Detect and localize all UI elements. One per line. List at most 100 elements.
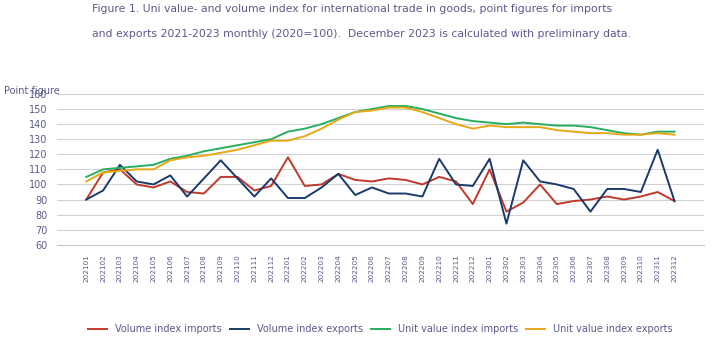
- Volume index imports: [519, 201, 528, 205]
- Unit value index imports: [183, 154, 191, 158]
- Unit value index imports: [469, 119, 477, 123]
- Volume index imports: [301, 184, 309, 188]
- Volume index exports: [519, 158, 528, 162]
- Volume index imports: [183, 190, 191, 194]
- Volume index imports: [351, 178, 360, 182]
- Unit value index exports: [552, 128, 561, 132]
- Volume index exports: [552, 182, 561, 186]
- Unit value index imports: [317, 122, 326, 126]
- Legend: Volume index imports, Volume index exports, Unit value index imports, Unit value: Volume index imports, Volume index expor…: [84, 320, 677, 338]
- Line: Unit value index imports: Unit value index imports: [86, 106, 675, 177]
- Unit value index exports: [586, 131, 594, 135]
- Unit value index imports: [233, 143, 242, 147]
- Volume index exports: [149, 182, 158, 186]
- Unit value index exports: [317, 126, 326, 131]
- Unit value index imports: [435, 111, 444, 116]
- Text: Figure 1. Uni value- and volume index for international trade in goods, point fi: Figure 1. Uni value- and volume index fo…: [92, 4, 613, 14]
- Unit value index exports: [570, 130, 578, 134]
- Unit value index imports: [536, 122, 545, 126]
- Volume index imports: [317, 182, 326, 186]
- Unit value index exports: [183, 155, 191, 159]
- Volume index imports: [586, 197, 594, 202]
- Unit value index imports: [99, 167, 107, 171]
- Unit value index exports: [166, 158, 175, 162]
- Unit value index imports: [116, 166, 124, 170]
- Volume index exports: [401, 192, 410, 196]
- Unit value index imports: [267, 137, 275, 141]
- Volume index imports: [502, 210, 510, 214]
- Unit value index exports: [99, 170, 107, 175]
- Volume index exports: [99, 188, 107, 193]
- Unit value index imports: [301, 126, 309, 131]
- Volume index exports: [385, 192, 393, 196]
- Volume index imports: [99, 170, 107, 175]
- Unit value index exports: [368, 108, 376, 113]
- Unit value index exports: [284, 139, 292, 143]
- Volume index imports: [418, 182, 427, 186]
- Volume index exports: [368, 185, 376, 190]
- Volume index imports: [670, 199, 679, 203]
- Volume index exports: [317, 185, 326, 190]
- Volume index imports: [132, 182, 141, 186]
- Volume index imports: [233, 175, 242, 179]
- Unit value index exports: [653, 131, 662, 135]
- Volume index imports: [653, 190, 662, 194]
- Volume index exports: [284, 196, 292, 200]
- Unit value index exports: [486, 123, 494, 128]
- Volume index exports: [183, 194, 191, 199]
- Volume index imports: [385, 176, 393, 181]
- Volume index imports: [284, 155, 292, 159]
- Unit value index imports: [166, 157, 175, 161]
- Volume index imports: [116, 167, 124, 171]
- Unit value index imports: [670, 130, 679, 134]
- Unit value index imports: [82, 175, 90, 179]
- Unit value index imports: [216, 146, 225, 150]
- Unit value index exports: [233, 148, 242, 152]
- Unit value index exports: [451, 122, 460, 126]
- Volume index exports: [636, 190, 645, 194]
- Unit value index exports: [401, 105, 410, 110]
- Unit value index imports: [418, 107, 427, 111]
- Volume index imports: [570, 199, 578, 203]
- Volume index exports: [418, 194, 427, 199]
- Unit value index exports: [301, 134, 309, 138]
- Volume index imports: [82, 197, 90, 202]
- Volume index imports: [603, 194, 611, 199]
- Unit value index imports: [368, 107, 376, 111]
- Text: and exports 2021-2023 monthly (2020=100).  December 2023 is calculated with prel: and exports 2021-2023 monthly (2020=100)…: [92, 29, 631, 39]
- Unit value index exports: [519, 125, 528, 129]
- Volume index imports: [368, 179, 376, 184]
- Volume index exports: [670, 199, 679, 203]
- Unit value index imports: [620, 131, 629, 135]
- Unit value index imports: [385, 104, 393, 108]
- Volume index imports: [149, 185, 158, 190]
- Volume index exports: [502, 221, 510, 226]
- Unit value index imports: [351, 110, 360, 114]
- Unit value index exports: [418, 110, 427, 114]
- Unit value index exports: [351, 110, 360, 114]
- Volume index exports: [200, 176, 208, 181]
- Volume index exports: [233, 176, 242, 181]
- Unit value index exports: [636, 132, 645, 137]
- Volume index imports: [620, 197, 629, 202]
- Unit value index imports: [334, 116, 343, 120]
- Line: Unit value index exports: Unit value index exports: [86, 108, 675, 181]
- Volume index exports: [82, 197, 90, 202]
- Unit value index imports: [586, 125, 594, 129]
- Unit value index exports: [502, 125, 510, 129]
- Volume index exports: [334, 172, 343, 176]
- Unit value index imports: [284, 130, 292, 134]
- Volume index exports: [351, 193, 360, 197]
- Unit value index exports: [132, 167, 141, 171]
- Volume index exports: [469, 184, 477, 188]
- Volume index imports: [216, 175, 225, 179]
- Volume index imports: [267, 184, 275, 188]
- Volume index imports: [166, 179, 175, 184]
- Unit value index exports: [267, 139, 275, 143]
- Text: Point figure: Point figure: [4, 86, 59, 96]
- Volume index exports: [267, 176, 275, 181]
- Unit value index imports: [401, 104, 410, 108]
- Unit value index exports: [149, 167, 158, 171]
- Unit value index exports: [385, 105, 393, 110]
- Volume index imports: [200, 192, 208, 196]
